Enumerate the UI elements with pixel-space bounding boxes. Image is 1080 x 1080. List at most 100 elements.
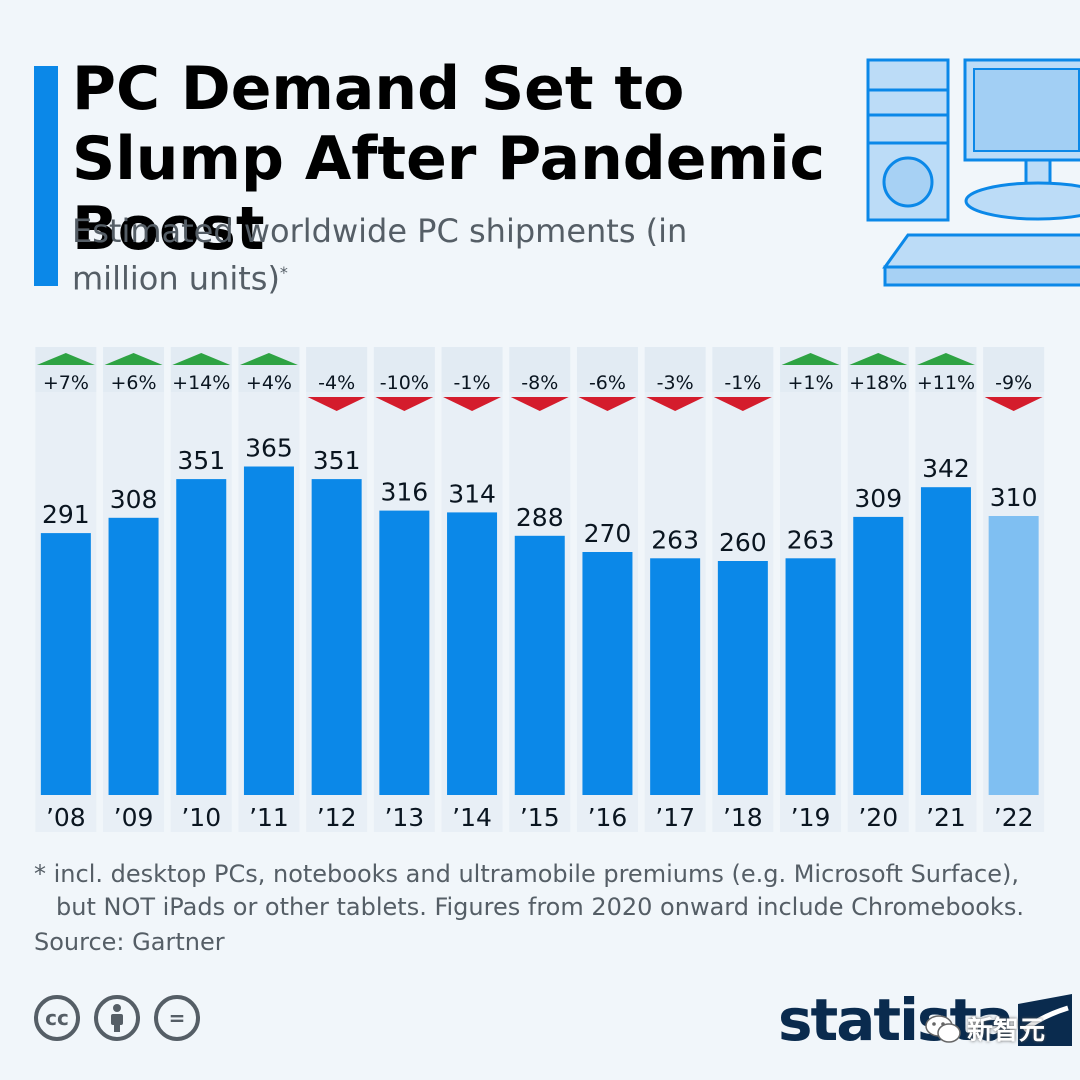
change-up-arrow — [781, 353, 840, 365]
x-tick-label: ’08 — [46, 803, 86, 832]
change-label: -9% — [995, 372, 1032, 394]
source-text: Source: Gartner — [34, 928, 225, 956]
x-tick-label: ’17 — [655, 803, 695, 832]
change-down-arrow — [307, 397, 366, 411]
license-icons: cc = — [34, 995, 200, 1041]
change-label: -1% — [454, 372, 491, 394]
change-band — [983, 347, 1045, 392]
value-label: 351 — [313, 446, 361, 475]
bar — [853, 516, 904, 795]
title-accent-bar — [34, 66, 58, 286]
change-band — [441, 347, 503, 392]
statista-flag-icon — [1018, 994, 1073, 1046]
change-band — [576, 347, 638, 392]
footnote: * incl. desktop PCs, notebooks and ultra… — [34, 858, 1064, 924]
change-label: -3% — [657, 372, 694, 394]
change-label: +6% — [111, 372, 157, 394]
bar — [379, 510, 430, 795]
wechat-icon — [925, 1014, 961, 1043]
chart-subtitle: Estimated worldwide PC shipments (in mil… — [72, 210, 772, 300]
change-up-arrow — [916, 353, 975, 365]
change-label: -6% — [589, 372, 626, 394]
change-label: +4% — [246, 372, 292, 394]
value-label: 342 — [922, 454, 970, 483]
desktop-pc-illustration — [866, 58, 1080, 287]
x-tick-label: ’21 — [926, 803, 966, 832]
bar — [311, 479, 362, 795]
x-tick-label: ’10 — [181, 803, 221, 832]
value-label: 365 — [245, 434, 293, 463]
statista-wordmark: statista — [778, 986, 1014, 1054]
value-label: 351 — [177, 446, 225, 475]
change-down-arrow — [646, 397, 705, 411]
attribution-icon[interactable] — [94, 995, 140, 1041]
change-up-arrow — [849, 353, 908, 365]
value-label: 263 — [787, 525, 835, 554]
change-down-arrow — [713, 397, 772, 411]
value-label: 310 — [990, 483, 1038, 512]
shipments-bar-chart: +7% 291 ’08 +6% 308 ’09 +14% 351 ’10 +4% 365 ’11 -4%… — [35, 347, 1045, 832]
x-tick-label: ’09 — [114, 803, 154, 832]
change-label: -10% — [380, 372, 429, 394]
x-tick-label: ’18 — [723, 803, 763, 832]
bar — [243, 466, 294, 795]
change-label: +18% — [849, 372, 907, 394]
value-label: 316 — [380, 478, 428, 507]
change-label: -8% — [521, 372, 558, 394]
value-label: 291 — [42, 500, 90, 529]
change-label: +11% — [917, 372, 975, 394]
change-up-arrow — [172, 353, 231, 365]
bar — [785, 558, 836, 795]
change-down-arrow — [375, 397, 434, 411]
value-label: 314 — [448, 479, 496, 508]
footnote-line-2: but NOT iPads or other tablets. Figures … — [56, 893, 1024, 921]
bar — [717, 561, 768, 795]
x-tick-label: ’13 — [384, 803, 424, 832]
watermark-text: 新智元 — [967, 1016, 1046, 1046]
change-band — [373, 347, 435, 392]
bar — [108, 517, 159, 795]
value-label: 263 — [651, 525, 699, 554]
change-label: +7% — [43, 372, 89, 394]
x-tick-label: ’22 — [994, 803, 1034, 832]
change-label: +1% — [788, 372, 834, 394]
value-label: 308 — [110, 485, 158, 514]
bar — [582, 552, 633, 795]
bar — [176, 479, 227, 795]
bar — [447, 512, 498, 795]
bar — [514, 535, 565, 795]
x-tick-label: ’12 — [317, 803, 357, 832]
value-label: 270 — [584, 519, 632, 548]
change-up-arrow — [239, 353, 298, 365]
change-down-arrow — [443, 397, 502, 411]
x-tick-label: ’20 — [858, 803, 898, 832]
wechat-watermark: 新智元 — [925, 1010, 1045, 1047]
value-label: 260 — [719, 528, 767, 557]
change-label: -1% — [724, 372, 761, 394]
subtitle-text: Estimated worldwide PC shipments (in mil… — [72, 212, 688, 298]
change-label: -4% — [318, 372, 355, 394]
statista-logo[interactable]: statista — [778, 985, 1073, 1055]
creative-commons-icon[interactable]: cc — [34, 995, 80, 1041]
change-up-arrow — [36, 353, 95, 365]
bar — [920, 487, 971, 795]
footnote-line-1: * incl. desktop PCs, notebooks and ultra… — [34, 860, 1019, 888]
x-tick-label: ’11 — [249, 803, 289, 832]
bar — [650, 558, 701, 795]
no-derivatives-icon[interactable]: = — [154, 995, 200, 1041]
value-label: 309 — [854, 484, 902, 513]
page-title: PC Demand Set to Slump After Pandemic Bo… — [72, 54, 826, 264]
change-band — [306, 347, 368, 392]
change-up-arrow — [104, 353, 163, 365]
change-band — [712, 347, 774, 392]
change-down-arrow — [984, 397, 1043, 411]
x-tick-label: ’16 — [588, 803, 628, 832]
subtitle-footnote-mark: * — [279, 263, 288, 282]
change-down-arrow — [510, 397, 569, 411]
change-band — [644, 347, 706, 392]
bar — [40, 533, 91, 795]
change-band — [509, 347, 571, 392]
x-tick-label: ’15 — [520, 803, 560, 832]
bar — [988, 516, 1039, 795]
change-label: +14% — [172, 372, 230, 394]
